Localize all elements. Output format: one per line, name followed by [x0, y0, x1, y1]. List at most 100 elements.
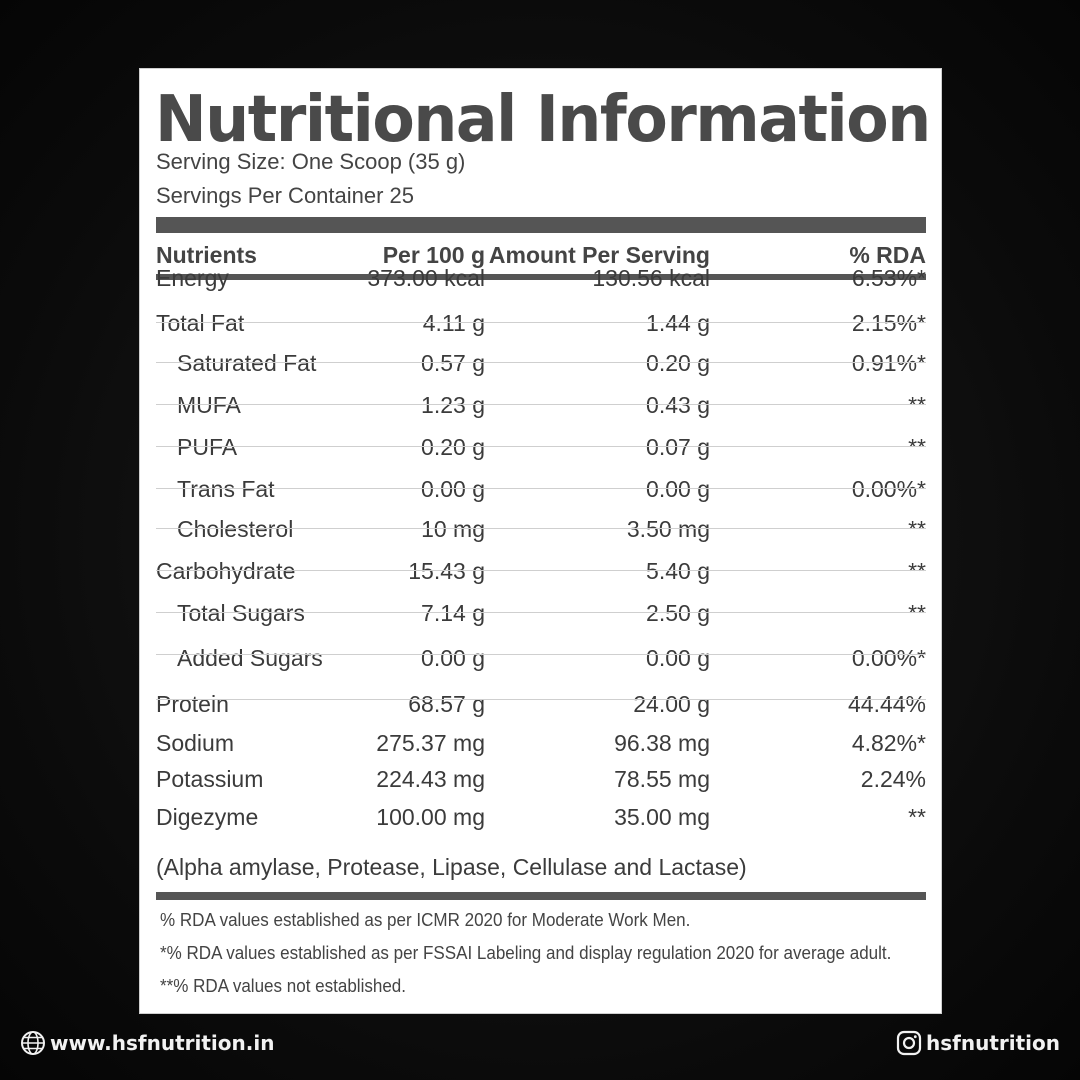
footnote-rda-icmr: % RDA values established as per ICMR 202…	[160, 909, 691, 930]
nutrient-name: Digezyme	[156, 804, 259, 830]
rda-value: **	[908, 600, 926, 626]
nutrient-name: Total Fat	[156, 310, 245, 336]
instagram-icon	[896, 1030, 922, 1056]
instagram-link[interactable]: hsfnutrition	[896, 1030, 1060, 1056]
per-100g-value: 0.57 g	[421, 350, 485, 376]
table-row: Protein 68.57 g 24.00 g 44.44%	[156, 684, 926, 724]
table-row: Cholesterol 10 mg 3.50 mg **	[156, 509, 926, 549]
rda-value: 4.82%*	[851, 730, 926, 756]
rda-value: **	[908, 392, 926, 418]
per-serving-value: 130.56 kcal	[592, 265, 710, 291]
digezyme-composition: (Alpha amylase, Protease, Lipase, Cellul…	[156, 854, 747, 880]
rda-value: **	[908, 516, 926, 542]
row-divider	[156, 446, 926, 447]
row-divider	[156, 612, 926, 613]
row-divider	[156, 699, 926, 700]
per-serving-value: 3.50 mg	[626, 516, 710, 542]
rda-value: 44.44%	[847, 691, 926, 717]
row-divider	[156, 322, 926, 323]
nutrient-name: Potassium	[156, 766, 264, 792]
per-100g-value: 0.00 g	[421, 645, 485, 671]
per-100g-value: 1.23 g	[421, 392, 485, 418]
divider-thick	[156, 217, 926, 233]
per-serving-value: 0.43 g	[646, 392, 710, 418]
globe-icon	[21, 1031, 45, 1055]
row-divider	[156, 570, 926, 571]
per-100g-value: 15.43 g	[408, 558, 485, 584]
rda-value: 2.24%	[860, 766, 926, 792]
per-100g-value: 0.20 g	[421, 434, 485, 460]
rda-value: 0.00%*	[851, 645, 926, 671]
table-row: Total Fat 4.11 g 1.44 g 2.15%*	[156, 303, 926, 343]
per-serving-value: 1.44 g	[646, 310, 710, 336]
nutrient-name: Trans Fat	[177, 476, 275, 502]
table-row: Total Sugars 7.14 g 2.50 g **	[156, 593, 926, 633]
per-100g-value: 373.00 kcal	[367, 265, 485, 291]
per-serving-value: 0.20 g	[646, 350, 710, 376]
header-nutrients: Nutrients	[156, 242, 257, 268]
per-serving-value: 78.55 mg	[614, 766, 710, 792]
table-row: Energy 373.00 kcal 130.56 kcal 6.53%*	[156, 258, 926, 298]
website-link[interactable]: www.hsfnutrition.in	[20, 1030, 274, 1056]
rda-value: 2.15%*	[851, 310, 926, 336]
table-row: Carbohydrate 15.43 g 5.40 g **	[156, 551, 926, 591]
per-serving-value: 24.00 g	[633, 691, 710, 717]
table-row: MUFA 1.23 g 0.43 g **	[156, 385, 926, 425]
rda-value: 0.00%*	[851, 476, 926, 502]
header-rda: % RDA	[849, 242, 926, 268]
table-row: Sodium 275.37 mg 96.38 mg 4.82%*	[156, 723, 926, 763]
per-serving-value: 0.00 g	[646, 476, 710, 502]
per-serving-value: 2.50 g	[646, 600, 710, 626]
nutrient-name: Saturated Fat	[177, 350, 317, 376]
nutrient-name: Total Sugars	[177, 600, 305, 626]
footnote-rda-not-established: **% RDA values not established.	[160, 975, 406, 996]
per-100g-value: 4.11 g	[422, 310, 485, 336]
per-100g-value: 224.43 mg	[376, 766, 485, 792]
table-row: Digezyme 100.00 mg 35.00 mg **	[156, 797, 926, 837]
nutrient-name: PUFA	[177, 434, 238, 460]
panel-title: Nutritional Information	[155, 83, 931, 157]
row-divider	[156, 488, 926, 489]
divider-bottom	[156, 892, 926, 900]
per-100g-value: 68.57 g	[408, 691, 485, 717]
servings-per-container: Servings Per Container 25	[156, 183, 415, 208]
serving-size: Serving Size: One Scoop (35 g)	[156, 149, 466, 174]
instagram-handle: hsfnutrition	[926, 1031, 1060, 1055]
rda-value: **	[908, 804, 926, 830]
per-serving-value: 0.00 g	[646, 645, 710, 671]
nutrient-name: Protein	[156, 691, 229, 717]
nutrition-panel: Nutritional Information Serving Size: On…	[139, 68, 942, 1014]
nutrient-name: Added Sugars	[177, 645, 323, 671]
nutrient-name: Energy	[156, 265, 229, 291]
header-amount-per-serving: Amount Per Serving	[488, 242, 710, 268]
per-serving-value: 96.38 mg	[614, 730, 710, 756]
row-divider	[156, 528, 926, 529]
table-row: Added Sugars 0.00 g 0.00 g 0.00%*	[156, 638, 926, 678]
rda-value: 0.91%*	[851, 350, 926, 376]
table-row: Trans Fat 0.00 g 0.00 g 0.00%*	[156, 469, 926, 509]
row-divider	[156, 654, 926, 655]
nutrition-content: Nutritional Information Serving Size: On…	[155, 69, 931, 1013]
table-row: PUFA 0.20 g 0.07 g **	[156, 427, 926, 467]
nutrient-name: MUFA	[177, 392, 241, 418]
per-100g-value: 10 mg	[421, 516, 485, 542]
table-header: Nutrients Per 100 g Amount Per Serving %…	[156, 235, 926, 275]
rda-value: **	[908, 434, 926, 460]
per-serving-value: 5.40 g	[646, 558, 710, 584]
row-divider	[156, 404, 926, 405]
nutrient-name: Cholesterol	[177, 516, 294, 542]
nutrient-name: Sodium	[156, 730, 234, 756]
nutrient-name: Carbohydrate	[156, 558, 296, 584]
per-100g-value: 275.37 mg	[376, 730, 485, 756]
per-serving-value: 0.07 g	[646, 434, 710, 460]
per-100g-value: 7.14 g	[421, 600, 485, 626]
divider-header	[156, 274, 926, 280]
per-100g-value: 0.00 g	[421, 476, 485, 502]
header-per-100g: Per 100 g	[382, 242, 485, 268]
rda-value: 6.53%*	[851, 265, 926, 291]
website-url: www.hsfnutrition.in	[50, 1031, 275, 1055]
rda-value: **	[908, 558, 926, 584]
table-row: Saturated Fat 0.57 g 0.20 g 0.91%*	[156, 343, 926, 383]
per-100g-value: 100.00 mg	[376, 804, 485, 830]
table-row: Potassium 224.43 mg 78.55 mg 2.24%	[156, 759, 926, 799]
